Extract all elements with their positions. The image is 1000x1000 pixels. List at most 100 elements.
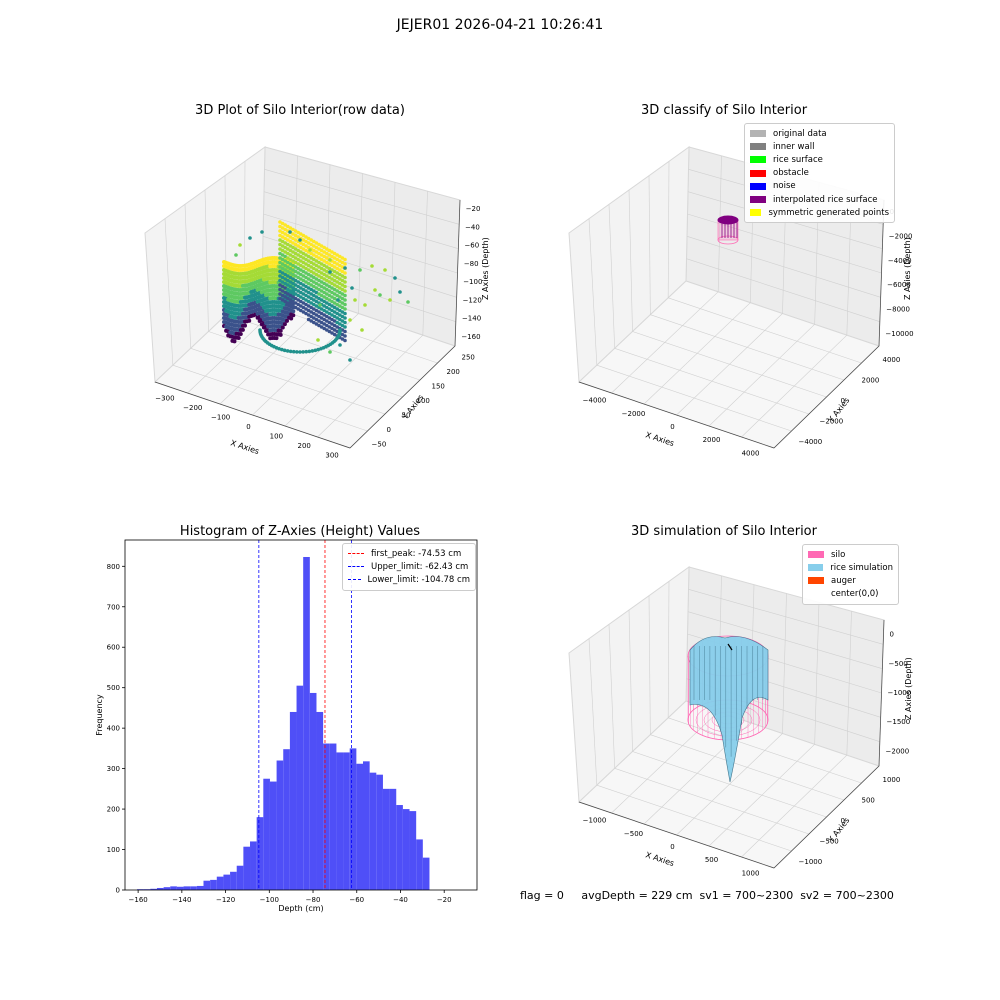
data-point — [243, 315, 247, 320]
data-point — [238, 299, 243, 304]
data-point — [299, 304, 303, 308]
data-point — [312, 293, 316, 298]
plot2-title: 3D classify of Silo Interior — [640, 103, 808, 118]
data-point — [264, 296, 268, 301]
data-point — [288, 289, 293, 293]
data-point — [325, 260, 329, 265]
legend-item-rice-simulation: rice simulation — [808, 561, 893, 574]
data-point — [296, 302, 301, 307]
data-point — [276, 296, 281, 301]
data-point — [289, 276, 294, 281]
data-point — [228, 334, 233, 339]
x-tick-label: 0 — [670, 843, 674, 851]
data-point — [266, 296, 271, 301]
grid-line — [708, 324, 815, 427]
data-point — [309, 242, 314, 247]
data-point — [224, 280, 229, 285]
rice-simulation-surface — [689, 636, 769, 783]
data-point — [234, 335, 239, 340]
data-point — [393, 276, 397, 280]
data-point — [299, 268, 303, 272]
data-point — [291, 286, 295, 290]
data-point — [319, 257, 324, 262]
data-point — [255, 275, 260, 280]
data-point — [224, 288, 229, 293]
z-tick-label: −120 — [463, 296, 482, 304]
data-point — [319, 284, 324, 289]
data-point — [304, 253, 308, 257]
data-point — [232, 287, 237, 292]
data-point — [282, 318, 287, 323]
data-point — [277, 346, 281, 351]
data-point — [255, 259, 260, 264]
data-point — [309, 251, 314, 256]
grid-line — [326, 164, 331, 303]
data-point — [283, 254, 288, 259]
data-point — [287, 315, 292, 320]
grid-line — [846, 611, 852, 756]
histogram-bar — [263, 778, 270, 890]
z-tick-label: −80 — [464, 260, 479, 268]
data-point — [304, 271, 308, 275]
data-point — [293, 301, 298, 305]
data-point — [253, 312, 258, 317]
data-point — [325, 278, 329, 283]
data-point — [253, 276, 258, 281]
z-tick-label: −60 — [464, 242, 479, 250]
data-point — [319, 298, 324, 302]
x-tick-label: −100 — [211, 414, 230, 422]
data-point — [293, 260, 298, 265]
data-point — [236, 331, 241, 336]
data-point — [309, 274, 314, 278]
data-point — [314, 272, 319, 277]
data-point — [348, 318, 352, 322]
data-point — [243, 323, 247, 328]
data-point — [322, 286, 327, 290]
z-tick-label: −1000 — [888, 689, 912, 697]
data-point — [282, 290, 287, 295]
data-point — [327, 307, 332, 311]
data-point — [332, 339, 336, 344]
data-point — [280, 284, 285, 289]
data-point — [255, 279, 260, 284]
data-point — [266, 288, 271, 293]
data-point — [230, 290, 235, 295]
data-point — [251, 301, 256, 306]
data-point — [228, 286, 233, 291]
data-point — [268, 328, 273, 333]
data-point — [306, 254, 311, 259]
data-point — [325, 296, 329, 301]
grid-line — [667, 161, 670, 298]
data-point — [280, 313, 285, 318]
data-point — [330, 290, 334, 295]
data-point — [335, 329, 340, 334]
data-point — [280, 289, 285, 293]
data-point — [278, 265, 282, 269]
data-point — [222, 284, 226, 288]
data-point — [332, 310, 337, 314]
y-tick-label: 250 — [462, 353, 475, 361]
data-point — [287, 275, 292, 280]
data-point — [238, 267, 243, 272]
data-point — [283, 286, 288, 290]
data-point — [236, 315, 241, 320]
data-point — [286, 256, 290, 260]
data-point — [268, 336, 273, 341]
data-point — [247, 266, 252, 271]
data-point — [238, 331, 243, 336]
data-point — [287, 307, 292, 312]
data-point — [293, 292, 298, 296]
legend-swatch — [750, 209, 762, 217]
data-point — [243, 303, 247, 308]
data-point — [306, 250, 311, 254]
x-tick-label: −160 — [129, 896, 148, 904]
data-point — [306, 317, 311, 322]
legend-label: center(0,0) — [831, 589, 879, 600]
data-point — [240, 283, 245, 288]
data-point — [261, 297, 266, 302]
data-point — [282, 282, 287, 287]
legend-item-noise: noise — [750, 180, 889, 193]
data-point — [266, 292, 271, 297]
data-point — [230, 294, 235, 299]
data-point — [316, 347, 320, 352]
